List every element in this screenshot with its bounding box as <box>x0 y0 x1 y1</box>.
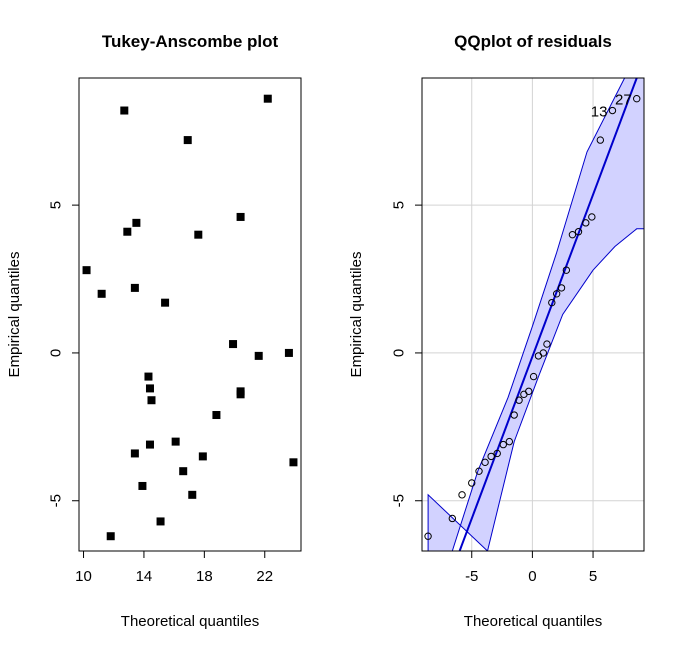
data-point <box>525 387 533 396</box>
chart-title: QQplot of residuals <box>454 32 612 51</box>
x-tick-label: 14 <box>136 568 153 585</box>
data-point <box>424 532 432 540</box>
data-point <box>198 452 207 461</box>
data-point <box>97 289 106 298</box>
data-point <box>588 213 596 221</box>
y-tick-label: 5 <box>48 201 65 209</box>
point-label: 13 <box>591 104 608 121</box>
data-point <box>557 284 566 292</box>
data-point <box>499 440 507 449</box>
data-point <box>468 479 476 487</box>
qq-plot-panel: QQplot of residuals 13 27 -5 0 5 -5 0 5 Theor… <box>348 32 645 630</box>
x-axis-label: Theoretical quantiles <box>464 613 602 630</box>
data-point <box>236 212 245 221</box>
data-point <box>475 467 483 475</box>
plot-frame <box>421 77 645 552</box>
data-point <box>194 230 203 239</box>
x-axis-label: Theoretical quantiles <box>121 613 259 630</box>
data-point <box>633 94 641 103</box>
data-point <box>82 266 91 275</box>
data-point <box>596 136 605 144</box>
data-point <box>212 411 221 420</box>
data-point <box>130 283 139 292</box>
data-point <box>145 384 154 393</box>
y-tick-label: -5 <box>391 494 408 507</box>
x-tick-label: 10 <box>75 568 92 585</box>
data-point <box>120 106 129 115</box>
data-point <box>188 490 197 499</box>
data-point <box>171 437 180 446</box>
y-axis-label: Empirical quantiles <box>6 252 23 378</box>
data-point <box>568 230 577 239</box>
point-label: 27 <box>615 92 632 109</box>
data-point <box>179 467 188 476</box>
data-point <box>448 514 457 523</box>
data-point <box>161 298 170 307</box>
y-axis-label: Empirical quantiles <box>348 252 365 378</box>
confidence-band <box>427 78 644 551</box>
data-point <box>458 491 466 499</box>
x-tick-label: 0 <box>528 568 536 585</box>
data-point <box>145 440 154 449</box>
reference-line <box>458 78 638 551</box>
data-point <box>284 348 293 357</box>
data-points <box>82 94 298 541</box>
x-tick-label: 18 <box>196 568 213 585</box>
data-point <box>289 458 298 467</box>
x-axis: -5 0 5 <box>465 551 597 585</box>
data-point <box>138 481 147 490</box>
data-point <box>130 449 139 458</box>
data-point <box>236 390 245 399</box>
y-tick-label: 0 <box>48 349 65 357</box>
data-point <box>608 106 617 115</box>
data-point <box>123 227 132 236</box>
data-point <box>156 517 165 526</box>
y-tick-label: 5 <box>391 201 408 209</box>
data-point <box>263 94 272 103</box>
y-axis: -5 0 5 <box>48 201 79 507</box>
data-point <box>229 340 238 349</box>
data-point <box>552 290 561 298</box>
x-tick-label: -5 <box>465 568 478 585</box>
y-tick-label: 0 <box>391 349 408 357</box>
y-tick-label: -5 <box>48 494 65 507</box>
y-axis: -5 0 5 <box>391 201 422 507</box>
x-tick-label: 22 <box>256 568 273 585</box>
data-point <box>582 219 590 227</box>
x-tick-label: 5 <box>589 568 597 585</box>
data-point <box>132 218 141 227</box>
data-point <box>539 349 548 357</box>
data-point <box>147 396 156 405</box>
data-point <box>481 458 489 467</box>
data-point <box>493 449 501 458</box>
data-point <box>106 532 115 541</box>
data-point <box>562 266 571 274</box>
data-point <box>529 372 538 381</box>
data-point <box>487 452 495 461</box>
x-axis: 10 14 18 22 <box>75 551 273 585</box>
data-point <box>183 136 192 145</box>
data-point <box>510 411 518 419</box>
data-point <box>543 340 551 348</box>
tukey-anscombe-panel: Tukey-Anscombe plot 10 14 18 22 -5 0 5 Theore… <box>6 32 302 630</box>
plot-frame <box>78 77 302 552</box>
data-points: 13 27 <box>424 92 641 540</box>
data-point <box>548 298 556 307</box>
data-point <box>574 228 583 236</box>
data-point <box>254 351 263 360</box>
data-point <box>505 437 514 446</box>
data-point <box>144 372 153 381</box>
data-point <box>515 396 523 404</box>
chart-title: Tukey-Anscombe plot <box>102 32 279 51</box>
